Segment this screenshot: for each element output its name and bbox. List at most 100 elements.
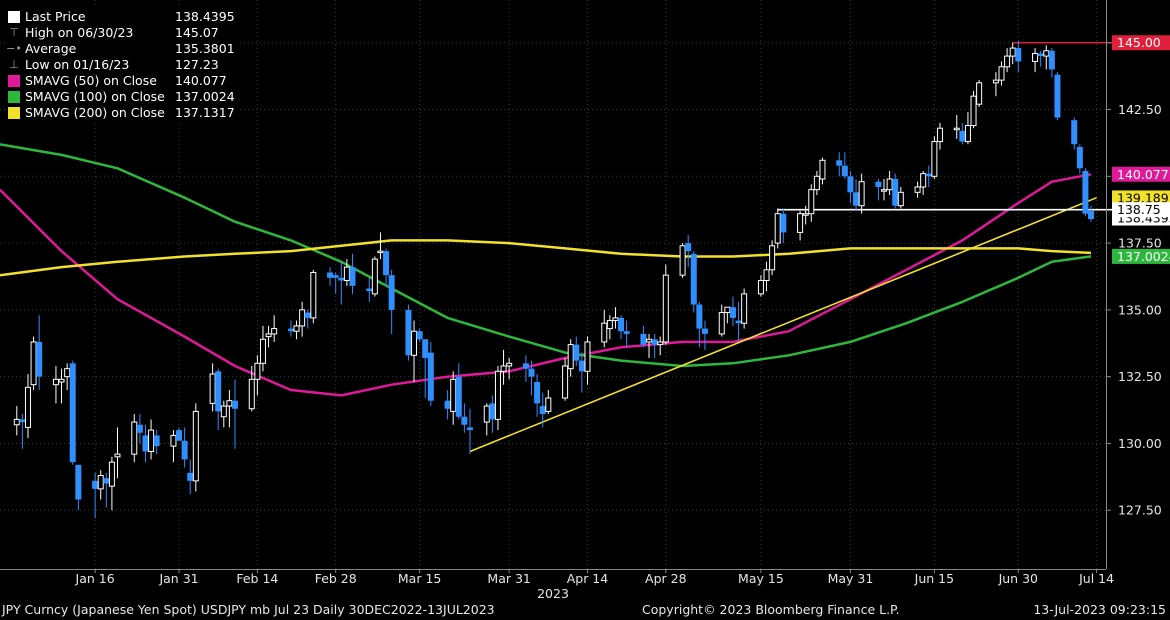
candles — [13, 40, 1095, 519]
legend-sma200-swatch — [8, 107, 20, 119]
candle-down — [1037, 50, 1044, 67]
candle-down — [640, 325, 647, 348]
candle-body — [612, 317, 619, 322]
candle-up — [886, 170, 893, 196]
candle-body — [819, 159, 826, 180]
y-tick-label: 132.50 — [1118, 369, 1162, 384]
candle-up — [976, 80, 983, 107]
candle-body — [30, 341, 37, 386]
candle-up — [819, 157, 826, 185]
candle-body — [741, 293, 748, 324]
candle-down — [142, 424, 149, 463]
price-tag: 140.077 — [1112, 166, 1170, 182]
candle-down — [701, 320, 708, 350]
price-tag-bg — [1112, 248, 1170, 264]
candle-body — [1048, 50, 1055, 70]
x-tick-label: Apr 28 — [645, 571, 687, 586]
candle-body — [914, 186, 921, 193]
candle-body — [422, 339, 429, 358]
candle-down — [19, 414, 26, 449]
candle-up — [97, 470, 104, 500]
candle-body — [1088, 211, 1095, 220]
price-tag: 145.00 — [1112, 35, 1170, 51]
candle-body — [304, 312, 311, 318]
candle-body — [522, 363, 529, 369]
candle-body — [802, 213, 809, 216]
candle-down — [181, 427, 188, 468]
candle-down — [36, 315, 43, 391]
candle-body — [506, 362, 513, 367]
candle-up — [914, 181, 921, 198]
candle-down — [875, 178, 882, 201]
candle-up — [30, 336, 37, 391]
candle-body — [332, 275, 339, 278]
candle-body — [69, 363, 76, 463]
y-tick-label: 137.50 — [1118, 236, 1162, 251]
candle-body — [220, 405, 227, 418]
candle-down — [573, 336, 580, 366]
moving-average-lines — [0, 143, 1092, 397]
candle-body — [148, 429, 155, 452]
footer-timestamp: 13-Jul-2023 09:23:15 — [1033, 602, 1166, 617]
candle-body — [584, 341, 591, 372]
candle-body — [797, 213, 804, 233]
candle-body — [606, 320, 613, 330]
candle-body — [75, 464, 82, 500]
candle-up — [64, 363, 71, 391]
candle-body — [343, 266, 350, 281]
x-tick-label: Mar 15 — [398, 571, 441, 586]
candle-body — [1076, 146, 1083, 169]
candle-up — [970, 90, 977, 129]
candle-body — [153, 435, 160, 447]
candle-up — [858, 173, 865, 214]
candle-up — [964, 112, 971, 145]
price-tag-label: 139.1897 — [1117, 190, 1170, 205]
candle-body — [136, 424, 143, 433]
price-tags: 145.00140.077139.1897138.4395138.75137.0… — [1112, 35, 1170, 264]
candle-up — [293, 320, 300, 340]
grid-lines — [0, 0, 1106, 569]
candle-up — [343, 259, 350, 286]
price-tag-bg — [1112, 35, 1170, 51]
candle-body — [646, 338, 653, 343]
candle-up — [562, 357, 569, 401]
candle-down — [176, 427, 183, 441]
candle-body — [769, 245, 776, 271]
candle-down — [187, 459, 194, 495]
candle-up — [545, 390, 552, 415]
candle-up — [757, 275, 764, 297]
candle-down — [444, 390, 451, 420]
candle-body — [920, 173, 927, 188]
candle-up — [52, 365, 59, 404]
candle-down — [892, 173, 899, 209]
candle-body — [729, 307, 736, 318]
candle-up — [1043, 45, 1050, 70]
candle-down — [405, 304, 412, 361]
candle-down — [618, 315, 625, 340]
candle-body — [780, 213, 787, 233]
candle-body — [366, 288, 373, 292]
candle-body — [388, 275, 395, 310]
legend-label: High on 06/30/23 — [25, 25, 134, 40]
legend-sma100: SMAVG (100) on Close 137.0024 — [8, 89, 235, 105]
candle-body — [679, 245, 686, 276]
candle-body — [858, 181, 865, 207]
legend-value: 137.0024 — [175, 89, 235, 104]
candle-down — [388, 269, 395, 334]
candle-down — [231, 379, 238, 449]
legend-last-price-swatch — [8, 11, 20, 23]
candle-up — [500, 349, 507, 385]
candle-body — [539, 406, 546, 415]
candle-body — [142, 435, 149, 452]
candle-down — [366, 277, 373, 302]
candle-down — [685, 235, 692, 268]
candle-up — [774, 208, 781, 249]
candle-body — [461, 416, 468, 425]
candle-up — [657, 336, 664, 356]
candle-down — [651, 333, 658, 358]
candle-body — [271, 328, 278, 335]
candle-up — [741, 288, 748, 329]
candle-body — [925, 173, 932, 177]
legend-label: Average — [25, 41, 77, 56]
